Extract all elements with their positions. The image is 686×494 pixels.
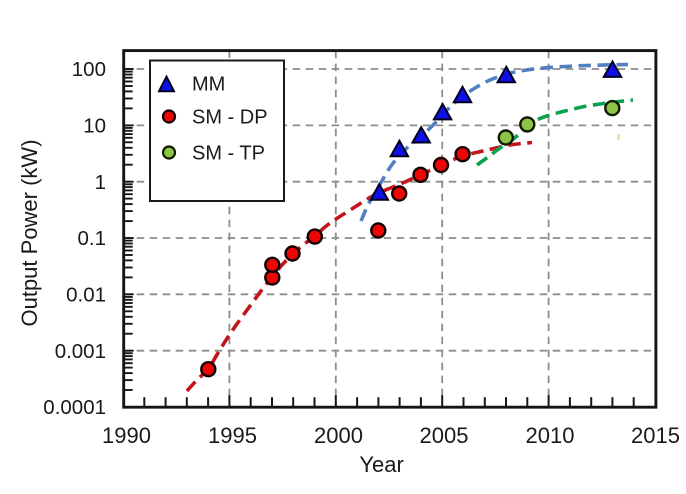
svg-text:2015: 2015 — [631, 423, 680, 448]
svg-text:SM - TP: SM - TP — [192, 143, 265, 165]
svg-text:0.001: 0.001 — [55, 340, 106, 363]
svg-text:10: 10 — [83, 115, 106, 138]
svg-text:1: 1 — [95, 171, 106, 194]
svg-text:0.1: 0.1 — [78, 227, 107, 250]
svg-text:1990: 1990 — [102, 423, 151, 448]
svg-text:Year: Year — [359, 452, 403, 477]
svg-text:SM - DP: SM - DP — [192, 107, 268, 129]
svg-text:0.01: 0.01 — [66, 284, 106, 307]
svg-text:2000: 2000 — [314, 423, 363, 448]
svg-text:MM: MM — [192, 74, 225, 96]
svg-text:2005: 2005 — [420, 423, 469, 448]
svg-text:1995: 1995 — [208, 423, 257, 448]
svg-text:0.0001: 0.0001 — [43, 396, 106, 419]
svg-text:100: 100 — [72, 58, 106, 81]
svg-text:Output Power (kW): Output Power (kW) — [17, 139, 42, 326]
svg-text:2010: 2010 — [526, 423, 575, 448]
